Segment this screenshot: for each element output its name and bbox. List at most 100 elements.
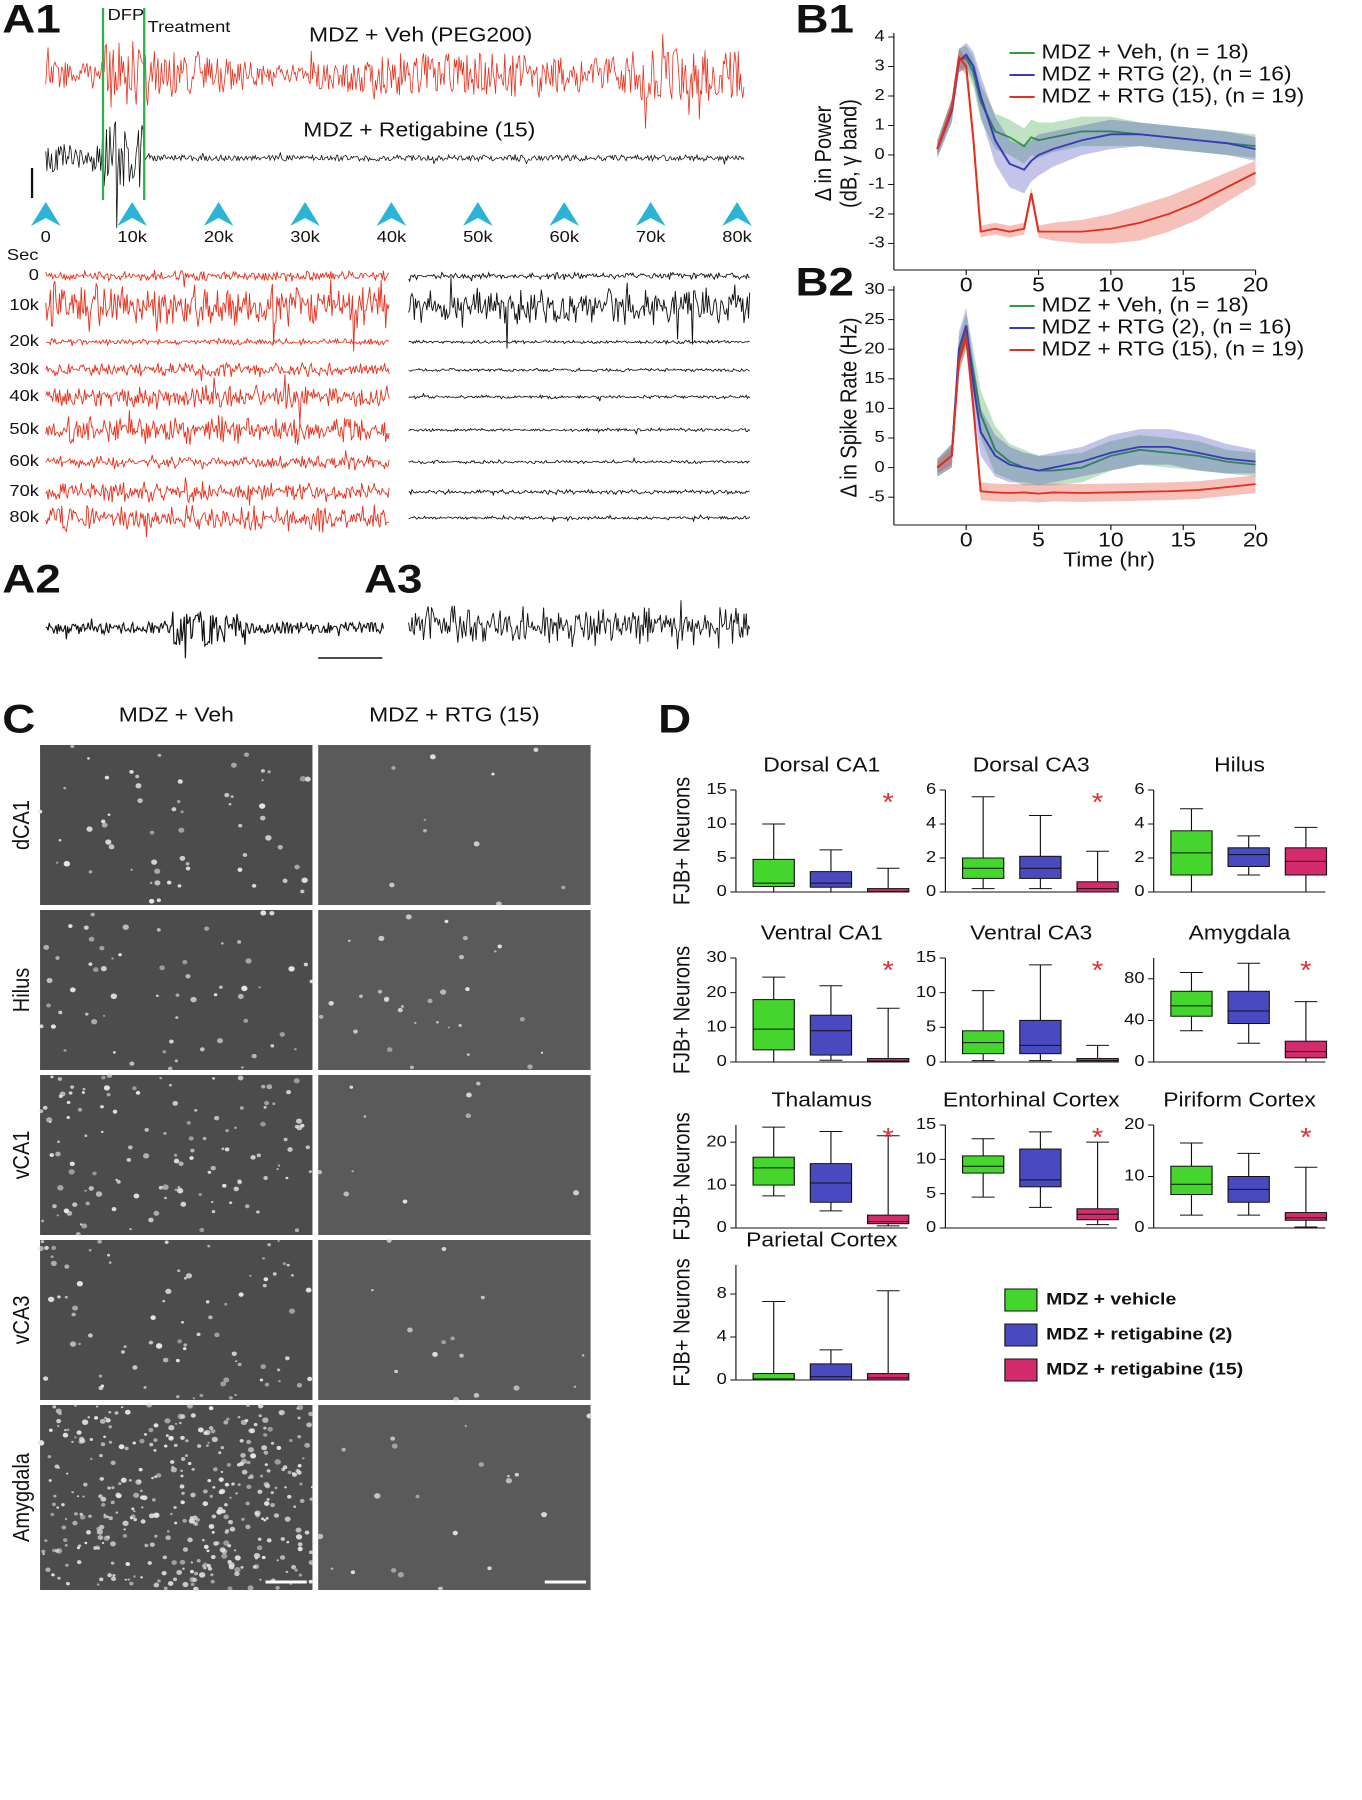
y-tick-label: 10	[706, 1017, 726, 1036]
cell	[90, 912, 95, 917]
panel-label: B1	[795, 0, 854, 42]
x-tick-label: 15	[1170, 274, 1196, 296]
cell	[51, 1573, 55, 1577]
cell	[229, 1201, 233, 1205]
time-arrow	[203, 202, 234, 226]
cell	[79, 1514, 86, 1520]
cell	[66, 1428, 70, 1432]
cell	[99, 1418, 106, 1424]
cell	[253, 1422, 258, 1427]
cell	[68, 924, 73, 929]
cell	[266, 1469, 271, 1473]
cell	[224, 1302, 228, 1306]
cell	[210, 1165, 216, 1171]
cell	[72, 1520, 78, 1526]
legend-label: MDZ + retigabine (15)	[1046, 1359, 1243, 1379]
significance-star: *	[1092, 1123, 1104, 1152]
cell	[298, 1573, 303, 1577]
row-label: Hilus	[9, 968, 35, 1012]
cell	[76, 1430, 82, 1435]
cell	[241, 1066, 244, 1069]
cell	[137, 1479, 142, 1483]
cell	[104, 775, 110, 780]
cell	[55, 956, 60, 960]
cell	[87, 757, 90, 760]
arrow-label: 10k	[117, 227, 147, 246]
cell	[458, 1023, 462, 1027]
cell	[64, 1517, 68, 1521]
cell	[310, 1486, 314, 1489]
cell	[82, 1495, 85, 1498]
cell	[96, 1529, 103, 1535]
eeg-trace	[408, 488, 750, 497]
panel-label: A3	[364, 557, 423, 602]
cell	[108, 1411, 112, 1414]
cell	[177, 1188, 184, 1194]
cell	[257, 1489, 263, 1494]
cell	[228, 1562, 235, 1568]
cell	[88, 1514, 92, 1518]
cell	[308, 1579, 313, 1584]
cell	[247, 1585, 254, 1591]
cell	[182, 1518, 187, 1523]
cell	[141, 1495, 148, 1501]
cell	[233, 1549, 237, 1552]
cell	[84, 1134, 88, 1138]
cell	[540, 1051, 544, 1054]
arrow-label: 40k	[377, 227, 407, 246]
cell	[149, 881, 153, 885]
cell	[459, 1353, 464, 1358]
cell	[155, 994, 159, 997]
cell	[247, 1476, 252, 1480]
cell	[149, 1442, 154, 1447]
cell	[175, 1358, 180, 1363]
cell	[62, 1432, 69, 1438]
eeg-trace	[45, 120, 745, 228]
cell	[178, 1421, 182, 1425]
cell	[133, 1492, 140, 1498]
cell	[61, 1503, 65, 1507]
x-tick-label: 5	[1032, 529, 1045, 551]
event-label: DFP	[108, 5, 145, 24]
row-label: 0	[29, 265, 39, 284]
cell	[227, 1586, 233, 1591]
cell	[267, 770, 271, 774]
y-tick-label: 30	[864, 279, 884, 298]
cell	[63, 1208, 70, 1214]
cell	[65, 1581, 70, 1586]
error-band	[937, 45, 1256, 164]
y-tick-label: 10	[706, 813, 726, 832]
cell	[190, 1413, 196, 1418]
cell	[148, 898, 155, 904]
y-tick-label: 0	[717, 881, 727, 900]
x-tick-label: 10	[1098, 274, 1124, 296]
chart-title: Ventral CA1	[761, 922, 883, 944]
cell	[246, 1439, 252, 1445]
cell	[100, 1130, 104, 1134]
cell	[274, 1486, 278, 1490]
cell	[57, 1185, 64, 1191]
cell	[182, 1547, 189, 1552]
cell	[297, 1435, 302, 1439]
cell	[188, 1518, 195, 1524]
cell	[164, 1196, 167, 1200]
cell	[46, 1003, 51, 1008]
cell	[427, 998, 433, 1004]
cell	[180, 810, 184, 814]
cell	[287, 1494, 292, 1499]
cell	[201, 1538, 205, 1542]
cell	[228, 802, 232, 806]
cell	[173, 1153, 178, 1157]
cell	[88, 870, 93, 874]
cell	[402, 1199, 408, 1204]
cell	[110, 1500, 115, 1505]
cell	[184, 1454, 189, 1457]
cell	[186, 1121, 191, 1125]
micrograph	[40, 1405, 313, 1590]
cell	[208, 1315, 213, 1320]
cell	[251, 883, 257, 888]
cell	[204, 1429, 211, 1436]
cell	[103, 1515, 108, 1519]
cell	[256, 1153, 261, 1158]
cell	[143, 1153, 150, 1159]
